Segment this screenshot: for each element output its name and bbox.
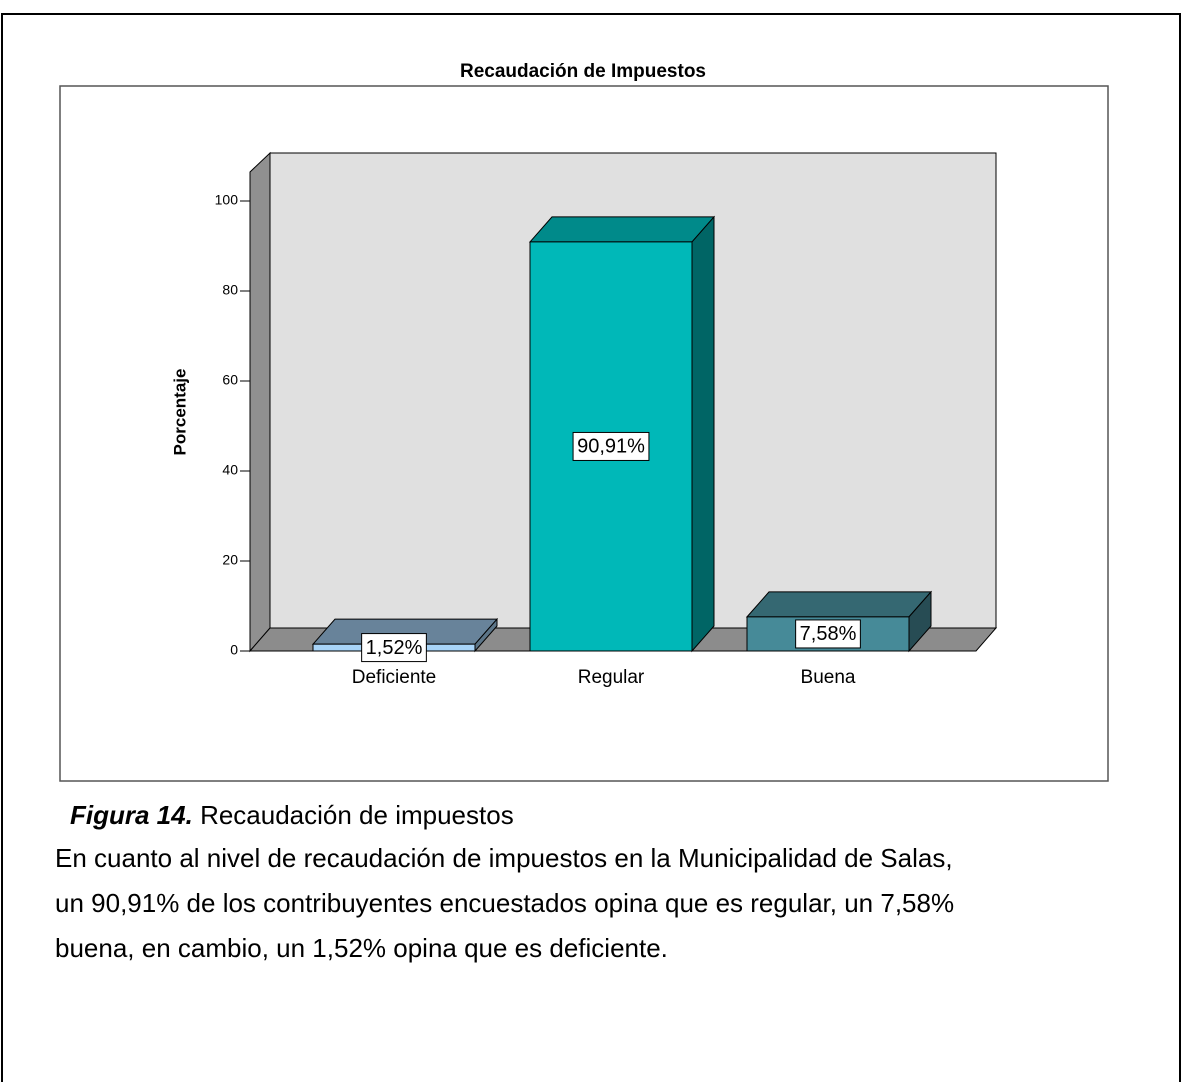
bar-top (745, 591, 933, 618)
chart-title: Recaudación de Impuestos (460, 61, 706, 82)
value-label-box (572, 431, 650, 461)
left-wall (249, 151, 271, 653)
page-border (1, 13, 1181, 1082)
x-tick-label: Deficiente (352, 667, 437, 688)
value-label: 1,52% (366, 637, 423, 659)
y-tick-label: 20 (222, 552, 238, 568)
caption: Figura 14. Recaudación de impuestos (70, 800, 514, 831)
y-tick-label: 100 (215, 192, 239, 208)
value-label: 90,91% (577, 436, 645, 458)
value-label: 7,58% (800, 623, 857, 645)
y-tick-label: 40 (222, 462, 238, 478)
x-tick-label: Buena (801, 667, 856, 688)
y-tick-label: 60 (222, 372, 238, 388)
value-label-box (795, 619, 861, 649)
bar-side (691, 215, 715, 653)
y-axis-label: Porcentaje (170, 369, 189, 456)
y-tick-label: 80 (222, 282, 238, 298)
bar-top (528, 216, 716, 243)
caption-text: Recaudación de impuestos (200, 800, 514, 830)
paragraph-line: un 90,91% de los contribuyentes encuesta… (55, 888, 955, 918)
y-tick-label: 0 (230, 642, 238, 658)
x-tick-label: Regular (578, 667, 645, 688)
value-label-box (361, 633, 427, 663)
caption-label: Figura 14. (70, 800, 193, 830)
paragraph-line: En cuanto al nivel de recaudación de imp… (55, 843, 953, 873)
paragraph-line: buena, en cambio, un 1,52% opina que es … (55, 933, 668, 963)
